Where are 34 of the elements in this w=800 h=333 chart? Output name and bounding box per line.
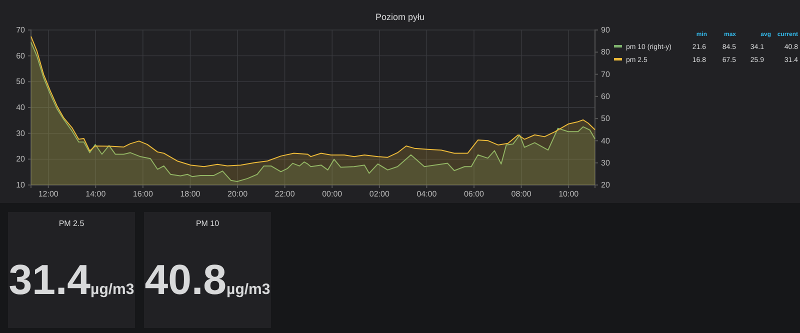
x-tick-label: 02:00: [369, 190, 390, 199]
x-tick-label: 06:00: [464, 190, 485, 199]
x-tick-label: 10:00: [558, 190, 580, 199]
text: µg/m3: [226, 281, 270, 298]
y-tick-label: 60: [16, 51, 26, 60]
text: PM 2.5: [58, 219, 85, 228]
y2-tick-label: 70: [601, 70, 610, 79]
x-tick-label: 12:00: [38, 190, 59, 199]
y-tick-label: 30: [16, 128, 26, 138]
y2-tick-label: 40: [601, 136, 610, 146]
y-tick-label: 10: [16, 180, 26, 190]
x-tick-label: 18:00: [180, 190, 201, 199]
x-tick-label: 14:00: [86, 190, 106, 199]
y2-tick-label: 90: [601, 26, 610, 35]
x-tick-label: 00:00: [322, 190, 343, 199]
y2-tick-label: 20: [601, 180, 610, 190]
y2-tick-label: 80: [601, 48, 610, 57]
text: µg/m3: [90, 281, 134, 298]
text: 40.8: [144, 256, 227, 303]
y-tick-label: 50: [16, 77, 26, 86]
x-tick-label: 22:00: [274, 190, 296, 199]
x-tick-label: 08:00: [511, 190, 532, 199]
x-tick-label: 16:00: [132, 190, 154, 199]
y2-tick-label: 60: [601, 92, 610, 101]
y2-tick-label: 50: [601, 114, 610, 124]
x-tick-label: 20:00: [228, 190, 248, 199]
chart-title: Poziom pyłu: [375, 12, 425, 22]
y2-tick-label: 30: [601, 158, 610, 168]
y-tick-label: 70: [16, 26, 26, 35]
x-tick-label: 04:00: [416, 190, 438, 199]
text: PM 10: [196, 219, 220, 228]
y-tick-label: 20: [16, 154, 26, 164]
text: 31.4: [8, 256, 92, 303]
y-tick-label: 40: [16, 103, 26, 112]
